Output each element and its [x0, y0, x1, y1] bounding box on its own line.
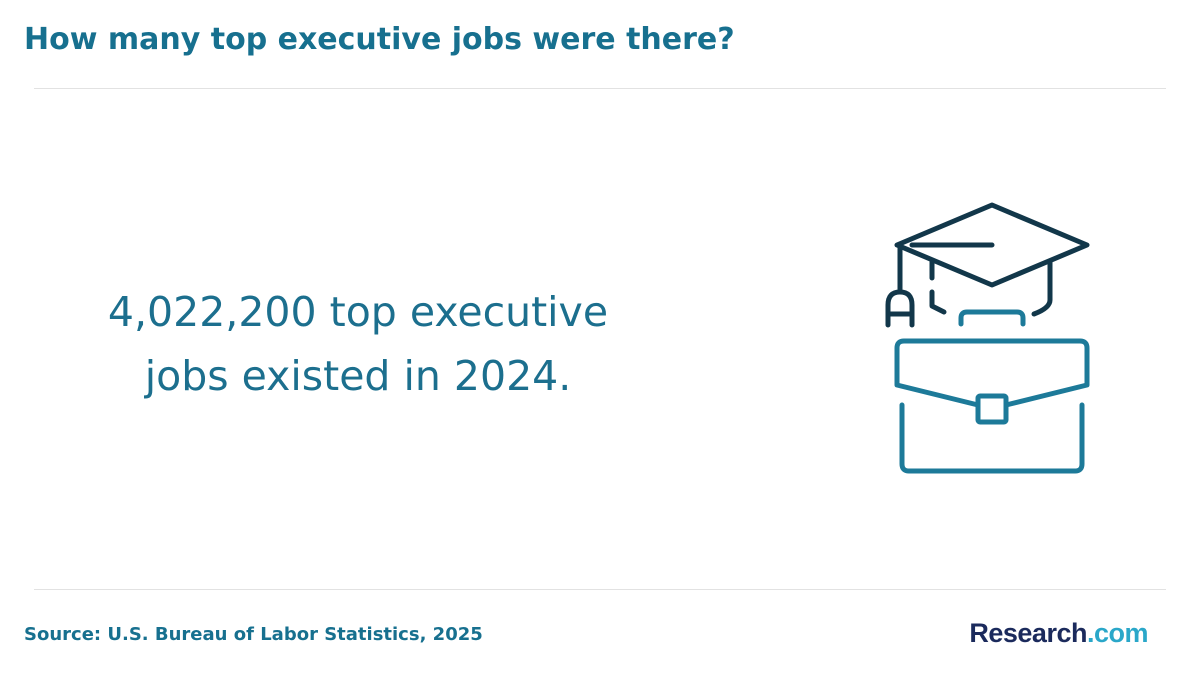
- cap-side: [1031, 259, 1053, 317]
- clasp: [975, 393, 1009, 425]
- statement-line: 4,022,200 top executive: [107, 288, 609, 336]
- divider: [34, 589, 1166, 590]
- case-top: [894, 338, 1090, 408]
- cap-side: [929, 259, 947, 315]
- title: How many top executive jobs were there?: [24, 22, 735, 57]
- divider: [34, 88, 1166, 89]
- case-body: [899, 402, 1085, 474]
- cap-top: [894, 202, 1090, 288]
- tassel: [885, 289, 915, 328]
- tassel-cord: [897, 242, 995, 295]
- source: Source: U.S. Bureau of Labor Statistics,…: [24, 624, 483, 645]
- statement: 4,022,200 top executive jobs existed in …: [58, 280, 658, 408]
- logo-name: Research: [969, 618, 1087, 648]
- logo: Research.com: [969, 618, 1148, 649]
- logo-suffix: .com: [1086, 618, 1149, 648]
- handle: [958, 309, 1026, 327]
- statement-line: jobs existed in 2024.: [144, 352, 572, 400]
